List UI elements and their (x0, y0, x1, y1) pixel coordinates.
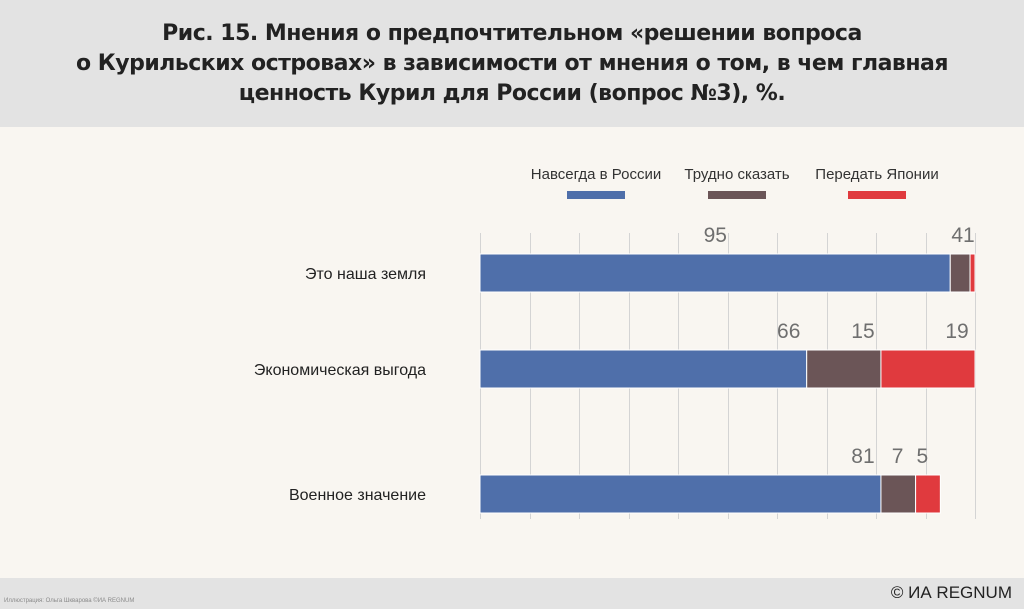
data-label: 19 (945, 320, 968, 343)
data-label: 7 (892, 445, 904, 468)
bar-segment (915, 474, 941, 514)
bar-segment (806, 349, 882, 389)
category-label: Это наша земля (305, 266, 426, 283)
category-label: Экономическая выгода (254, 362, 426, 379)
bar-segment (880, 349, 976, 389)
illustration-credit: Иллюстрация: Ольга Шкварова ©ИА REGNUM (4, 598, 135, 604)
data-label: 41 (951, 224, 974, 247)
title-line: ценность Курил для России (вопрос №3), %… (238, 80, 786, 106)
bar-segment (479, 349, 808, 389)
stacked-bar-chart: Навсегда в России Трудно сказать Передать … (254, 166, 976, 519)
data-label: 15 (851, 320, 874, 343)
footer-bar: Иллюстрация: Ольга Шкварова ©ИА REGNUM ©… (0, 578, 1024, 609)
bar-segment (949, 253, 971, 293)
legend-label: Передать Японии (815, 166, 938, 183)
data-label: 5 (917, 445, 929, 468)
legend-swatch (708, 191, 766, 199)
bar-segment (479, 253, 951, 293)
legend-label: Трудно сказать (684, 166, 789, 183)
category-label: Военное значение (289, 487, 426, 504)
data-label: 81 (851, 445, 874, 468)
bar-segment (969, 253, 976, 293)
title-line: Рис. 15. Мнения о предпочтительном «реше… (162, 20, 862, 46)
copyright: © ИА REGNUM (890, 583, 1012, 602)
data-label: 95 (704, 224, 727, 247)
title-line: о Курильских островах» в зависимости от … (75, 50, 949, 76)
data-label: 66 (777, 320, 800, 343)
bar-segment (880, 474, 917, 514)
legend-label: Навсегда в России (531, 166, 661, 183)
legend-swatch (848, 191, 906, 199)
bar-segment (479, 474, 882, 514)
legend-swatch (567, 191, 625, 199)
title-banner: Рис. 15. Мнения о предпочтительном «реше… (0, 0, 1024, 127)
chart-title: Рис. 15. Мнения о предпочтительном «реше… (75, 19, 949, 109)
